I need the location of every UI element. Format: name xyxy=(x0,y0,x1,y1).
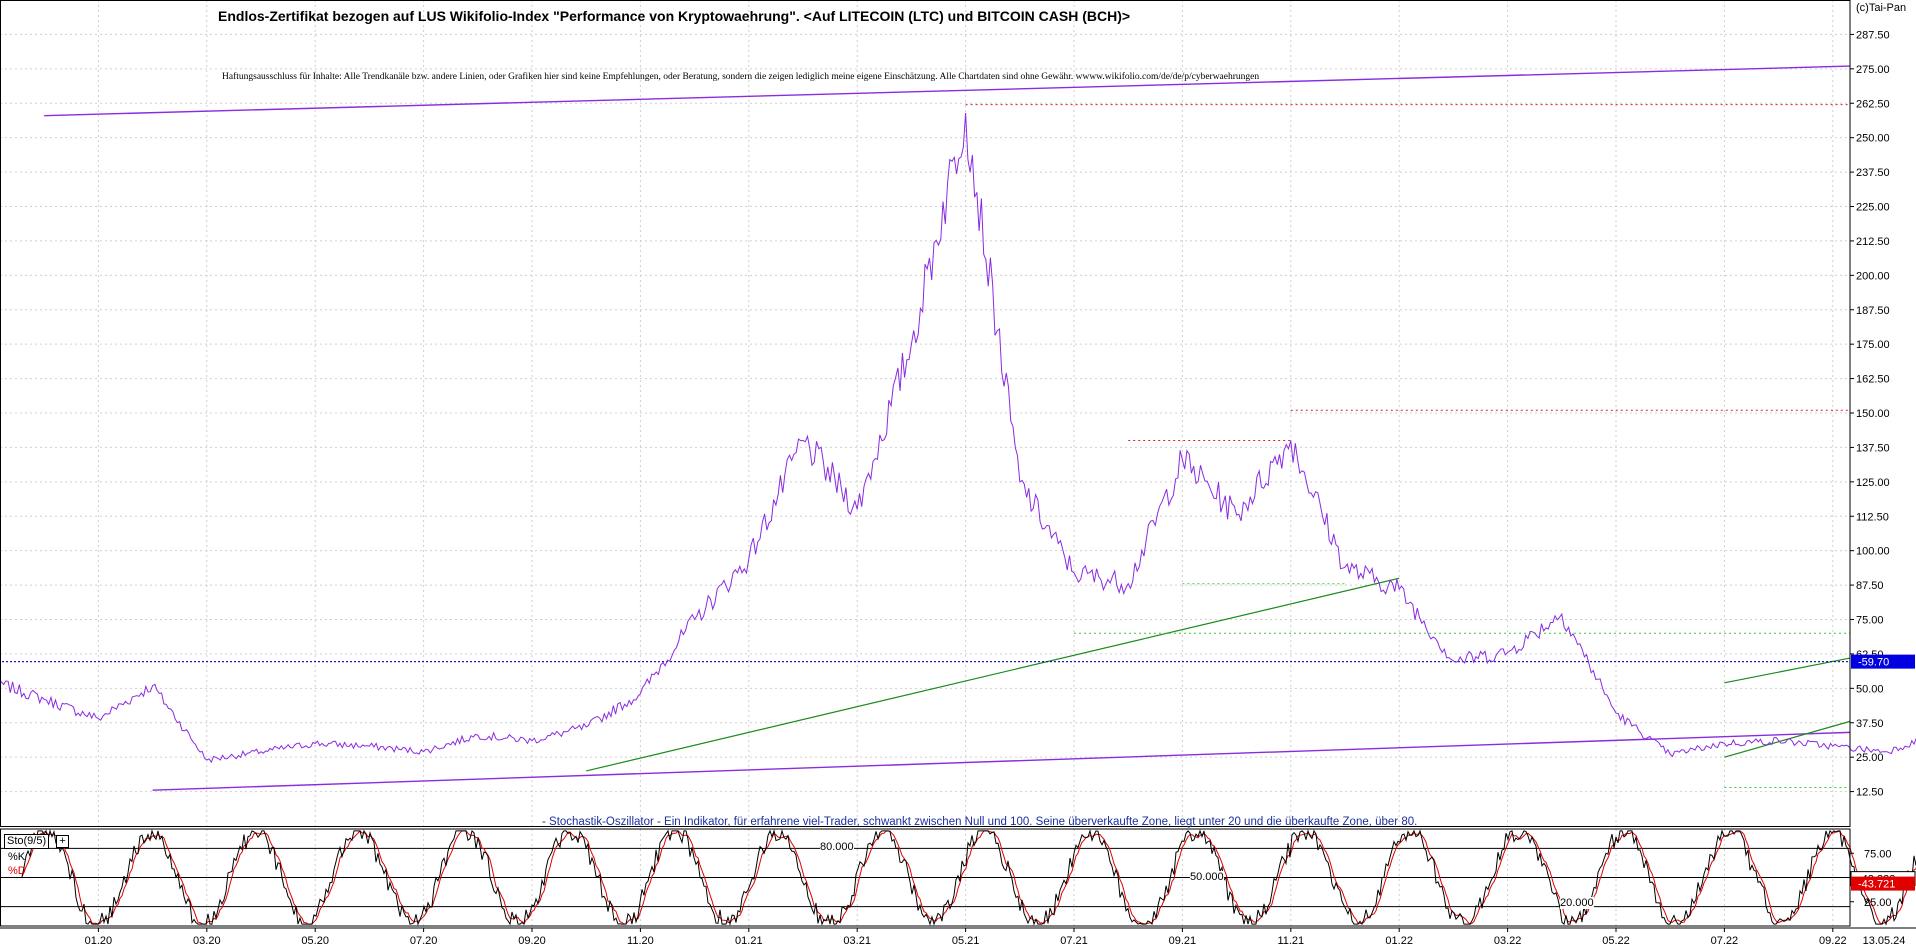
time-tick-label: 03.20 xyxy=(193,935,221,947)
price-tick-label: 112.50 xyxy=(1856,511,1889,523)
price-tick-label: 37.50 xyxy=(1856,718,1884,730)
price-tick-label: 162.50 xyxy=(1856,374,1890,386)
last-d-box xyxy=(1851,876,1915,891)
time-tick-label: 11.20 xyxy=(627,935,654,947)
trend-lines xyxy=(0,65,1851,791)
time-tick-label: 07.20 xyxy=(410,935,438,947)
price-tick-label: 175.00 xyxy=(1856,339,1890,351)
k-legend-label: %K xyxy=(8,851,26,863)
price-tick-label: 50.00 xyxy=(1856,683,1884,695)
stochastic-indicator-label[interactable]: Sto(9/5) xyxy=(4,834,50,849)
stochastic-panel-frame xyxy=(0,828,1851,927)
trendline-violet-solid xyxy=(44,65,1851,117)
time-tick-label: 11.21 xyxy=(1277,935,1304,947)
add-indicator-icon[interactable]: + xyxy=(56,835,69,848)
last-value-label: -59.70 xyxy=(1858,657,1889,669)
price-tick-label: 200.00 xyxy=(1856,270,1890,282)
price-tick-label: 250.00 xyxy=(1856,133,1890,145)
time-tick-label: 05.22 xyxy=(1602,935,1630,947)
price-tick-label: 75.00 xyxy=(1856,615,1884,627)
copyright-label: (c)Tai-Pan xyxy=(1856,2,1907,14)
price-tick-label: 25.00 xyxy=(1856,752,1884,764)
time-tick-label: 07.21 xyxy=(1060,935,1088,947)
price-tick-label: 187.50 xyxy=(1856,305,1890,317)
time-tick-label: 01.22 xyxy=(1385,935,1413,947)
last-d-label: -43.721 xyxy=(1858,879,1895,891)
chart-title: Endlos-Zertifikat bezogen auf LUS Wikifo… xyxy=(218,8,1131,24)
price-series xyxy=(0,112,1916,764)
trendline-violet-solid xyxy=(152,731,1851,791)
time-tick-label: 09.20 xyxy=(518,935,546,947)
time-tick-label: 03.21 xyxy=(843,935,871,947)
price-tick-label: 287.50 xyxy=(1856,29,1890,41)
stochastic-level-20: 20.000 xyxy=(1560,897,1594,909)
price-tick-label: 262.50 xyxy=(1856,98,1890,110)
stochastic-d-line xyxy=(21,830,1916,925)
price-tick-label: 225.00 xyxy=(1856,202,1890,214)
price-tick-label: 275.00 xyxy=(1856,64,1890,76)
stochastic-description: - Stochastik-Oszillator - Ein Indikator,… xyxy=(542,816,1418,828)
price-line xyxy=(0,112,1916,764)
price-tick-label: 212.50 xyxy=(1856,236,1890,248)
grid-lines xyxy=(0,0,1850,926)
last-value-box xyxy=(1851,654,1915,669)
time-tick-label: 01.21 xyxy=(735,935,763,947)
price-tick-label: 137.50 xyxy=(1856,442,1890,454)
trendline-green-solid xyxy=(1724,657,1851,684)
trendline-green-solid xyxy=(586,577,1400,772)
time-tick-label: 05.21 xyxy=(952,935,980,947)
time-tick-label: 01.20 xyxy=(85,935,113,947)
time-tick-label: 09.21 xyxy=(1169,935,1197,947)
disclaimer-text: Haftungsausschluss für Inhalte: Alle Tre… xyxy=(222,72,1260,82)
price-tick-label: 100.00 xyxy=(1856,546,1890,558)
time-tick-label: 03.22 xyxy=(1494,935,1522,947)
price-tick-label: 87.50 xyxy=(1856,580,1884,592)
price-tick-label: 12.50 xyxy=(1856,787,1884,799)
time-tick-label: 07.22 xyxy=(1711,935,1739,947)
last-date-label: 13.05.24 xyxy=(1863,935,1906,947)
price-tick-label: 125.00 xyxy=(1856,477,1890,489)
stochastic-level-50: 50.000 xyxy=(1190,871,1224,883)
stochastic-series xyxy=(0,828,1916,927)
stochastic-k-line xyxy=(21,828,1916,927)
d-legend-label: %D xyxy=(8,865,26,877)
price-tick-label: 150.00 xyxy=(1856,408,1890,420)
price-tick-label: 237.50 xyxy=(1856,167,1890,179)
time-tick-label: 09.22 xyxy=(1819,935,1847,947)
stochastic-level-80: 80.000 xyxy=(820,841,854,853)
sto-tick-label: 75.00 xyxy=(1864,848,1892,860)
time-tick-label: 05.20 xyxy=(301,935,329,947)
sto-tick-label: 25.00 xyxy=(1864,897,1892,909)
